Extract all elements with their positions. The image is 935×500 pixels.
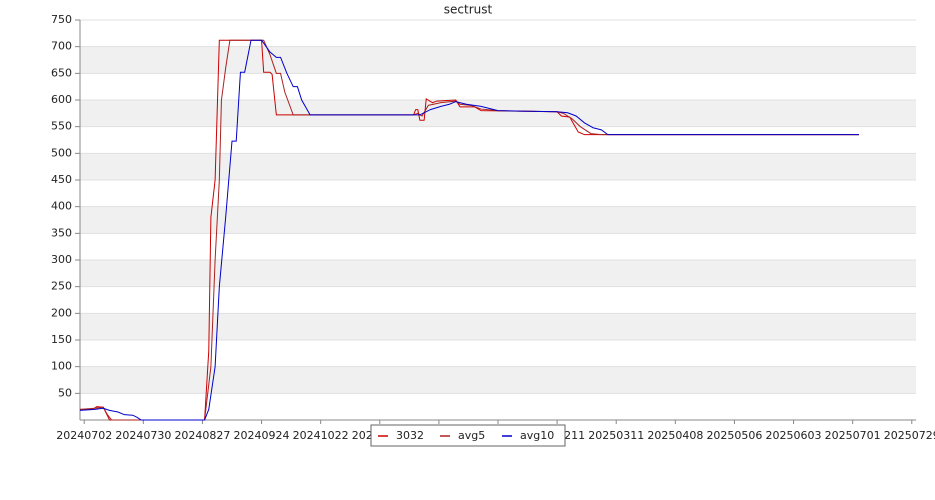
grid-band [80, 313, 916, 340]
grid-band [80, 153, 916, 180]
grid-band [80, 366, 916, 394]
x-tick-label: 20250408 [647, 429, 703, 442]
x-tick-label: 20250603 [766, 429, 822, 442]
y-tick-label: 200 [51, 306, 72, 319]
grid-band [80, 260, 916, 287]
x-tick-label: 20250729 [884, 429, 935, 442]
grid-band [80, 46, 916, 74]
x-tick-label: 20240702 [56, 429, 112, 442]
y-tick-label: 400 [51, 200, 72, 213]
y-tick-label: 250 [51, 280, 72, 293]
x-tick-label: 20250506 [706, 429, 762, 442]
y-tick-label: 450 [51, 173, 72, 186]
grid-band [80, 206, 916, 234]
legend: 3032 avg5 avg10 [370, 424, 566, 447]
legend-label: avg5 [458, 429, 485, 442]
grid-band [80, 100, 916, 127]
x-tick-label: 20240924 [234, 429, 290, 442]
y-tick-label: 750 [51, 13, 72, 26]
y-tick-label: 350 [51, 226, 72, 239]
y-tick-label: 50 [58, 386, 72, 399]
legend-box [370, 424, 566, 447]
y-tick-label: 600 [51, 93, 72, 106]
x-tick-label: 20240730 [115, 429, 171, 442]
legend-label: 3032 [396, 429, 424, 442]
chart-title: sectrust [444, 3, 493, 17]
y-tick-label: 150 [51, 333, 72, 346]
y-tick-label: 100 [51, 360, 72, 373]
x-tick-label: 20250311 [588, 429, 644, 442]
y-tick-label: 300 [51, 253, 72, 266]
x-tick-label: 20240827 [174, 429, 230, 442]
x-tick-label: 20250701 [825, 429, 881, 442]
y-tick-label: 550 [51, 120, 72, 133]
y-tick-label: 500 [51, 146, 72, 159]
series-line [79, 39, 859, 421]
x-tick-label: 20241022 [293, 429, 349, 442]
y-tick-label: 650 [51, 66, 72, 79]
legend-label: avg10 [520, 429, 554, 442]
y-tick-label: 700 [51, 40, 72, 53]
